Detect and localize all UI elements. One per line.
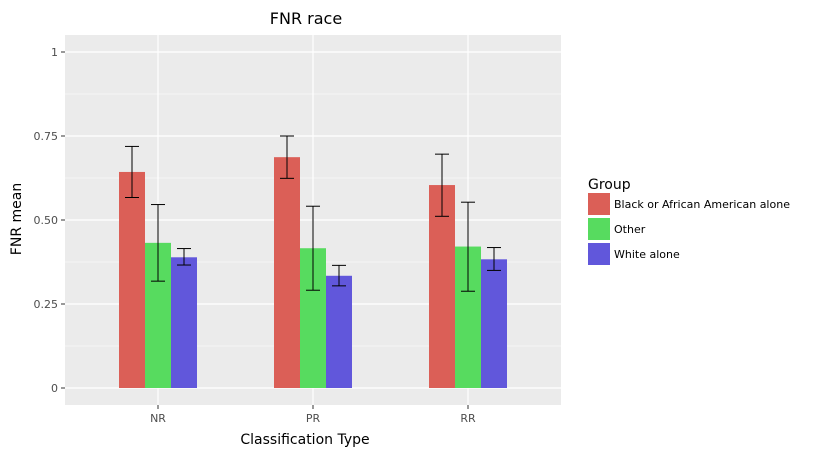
y-tick-label: 1 [51,46,58,59]
chart-title: FNR race [270,9,342,28]
y-axis: 0 0.25 0.50 0.75 1 [34,46,65,395]
x-axis-label: Classification Type [240,432,369,448]
y-tick-label: 0.75 [34,130,59,143]
y-axis-label: FNR mean [9,183,25,255]
legend-title: Group [588,177,631,193]
error-bars [125,135,501,292]
bar [274,157,300,388]
x-tick-label: PR [306,412,321,425]
bar [171,257,197,388]
legend-label: White alone [614,248,680,261]
legend-swatch [588,218,610,240]
bar [326,275,352,388]
legend-swatch [588,243,610,265]
x-axis: NR PR RR [150,405,476,425]
x-tick-label: NR [150,412,166,425]
y-tick-label: 0 [51,382,58,395]
legend-swatch [588,193,610,215]
x-tick-label: RR [460,412,476,425]
bars [119,157,507,388]
legend-label: Other [614,223,646,236]
legend: Group Black or African American alone Oth… [588,177,790,265]
y-tick-label: 0.50 [34,214,59,227]
legend-label: Black or African American alone [614,198,790,211]
bar [429,185,455,388]
y-tick-label: 0.25 [34,298,59,311]
bar [119,171,145,388]
bar [481,259,507,388]
